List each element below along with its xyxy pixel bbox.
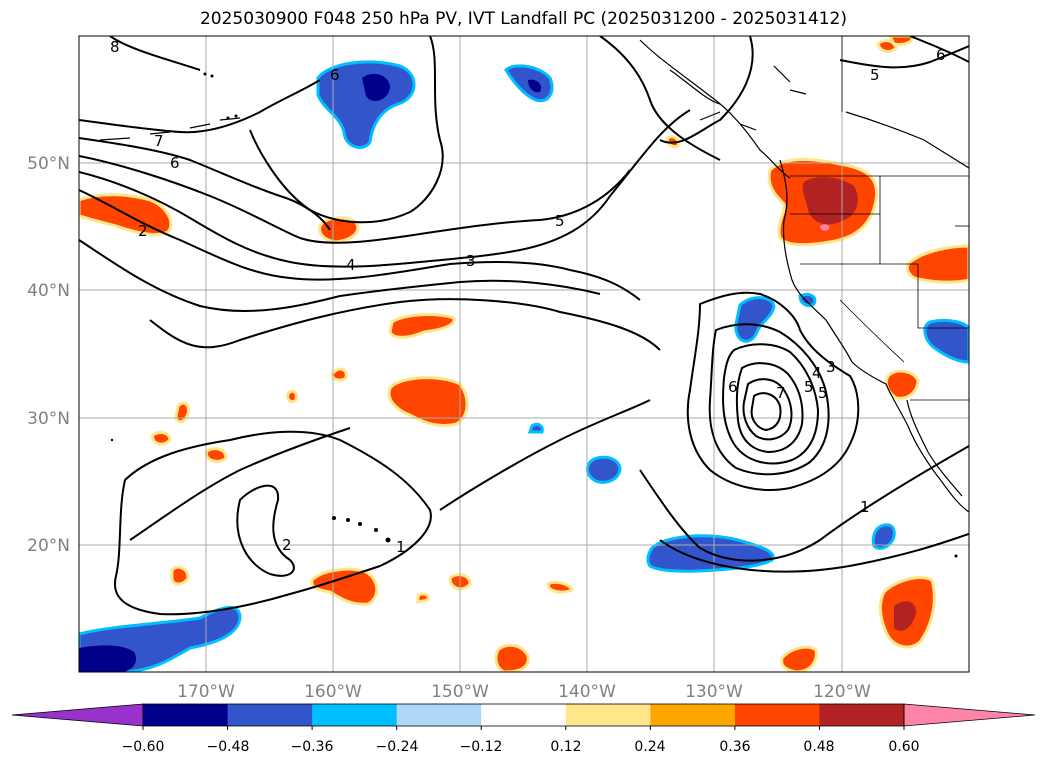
positive-anomaly-region <box>546 580 574 594</box>
contour-label: 1 <box>396 538 406 556</box>
colorbar-tick-label: 0.60 <box>888 739 919 755</box>
lon-label-130w: 130°W <box>685 682 743 702</box>
positive-anomaly-region <box>318 216 360 244</box>
colorbar-outline <box>142 703 905 727</box>
map-frame <box>78 35 970 673</box>
positive-anomaly-peak <box>820 224 830 231</box>
negative-anomaly-core <box>79 645 137 672</box>
lat-label-50n: 50°N <box>27 154 70 174</box>
negative-anomaly-region <box>585 455 622 484</box>
colorbar-segment <box>396 704 482 726</box>
colorbar-tick-label: −0.48 <box>207 739 250 755</box>
map-background <box>79 36 969 672</box>
colorbar-tick-label: 0.36 <box>719 739 750 755</box>
colorbar-extend-max <box>903 703 1036 727</box>
coastlines <box>99 39 969 513</box>
positive-anomaly-region <box>780 645 818 672</box>
map-title: 2025030900 F048 250 hPa PV, IVT Landfall… <box>199 9 847 29</box>
colorbar-tick-label: −0.60 <box>122 739 165 755</box>
contour-labels: 8 7 6 5 4 3 2 1 6 5 4 3 2 1 5 6 6 7 5 <box>110 38 946 556</box>
colorbar-tick-labels: −0.60 −0.48 −0.36 −0.24 −0.12 0.12 0.24 … <box>122 739 920 755</box>
positive-anomaly-core <box>894 601 916 631</box>
contour-label: 7 <box>154 132 164 150</box>
positive-anomaly-region <box>170 565 190 586</box>
colorbar-tick-label: −0.24 <box>376 739 419 755</box>
colorbar-tick-label: 0.12 <box>550 739 581 755</box>
colorbar-tick-label: 0.24 <box>634 739 665 755</box>
contour-label: 2 <box>282 536 292 554</box>
colorbar-tick-label: −0.12 <box>460 739 503 755</box>
colorbar-segment <box>312 704 398 726</box>
colorbar-segment <box>227 704 313 726</box>
positive-anomaly-region <box>416 592 430 604</box>
positive-anomaly-region <box>905 244 969 284</box>
negative-anomaly-region <box>316 60 416 149</box>
contour-label: 4 <box>346 256 356 274</box>
contour-label: 6 <box>936 46 946 64</box>
lat-label-20n: 20°N <box>27 536 70 556</box>
negative-anomaly-region <box>798 292 817 308</box>
contour-label: 7 <box>776 384 786 402</box>
islands <box>110 72 958 558</box>
lat-label-30n: 30°N <box>27 409 70 429</box>
colorbar-extend-min <box>11 703 144 727</box>
colorbar-segment <box>143 704 229 726</box>
positive-anomaly-region <box>330 367 348 382</box>
contour-label: 6 <box>728 378 738 396</box>
lon-label-160w: 160°W <box>304 682 362 702</box>
pv-contours <box>79 36 969 616</box>
lat-label-40n: 40°N <box>27 281 70 301</box>
colorbar-segment <box>734 704 820 726</box>
political-borders <box>790 36 969 401</box>
positive-anomaly-region <box>888 36 914 46</box>
contour-label: 3 <box>826 358 836 376</box>
lon-label-120w: 120°W <box>813 682 871 702</box>
lon-label-140w: 140°W <box>558 682 616 702</box>
positive-anomaly-region <box>388 313 456 339</box>
longitude-labels: 170°W 160°W 150°W 140°W 130°W 120°W <box>177 682 871 702</box>
colorbar <box>11 703 1036 730</box>
positive-anomaly-region <box>876 39 898 53</box>
positive-anomaly-region <box>494 643 530 672</box>
positive-anomaly-region <box>286 389 298 404</box>
negative-anomaly-region <box>923 318 969 364</box>
contour-label: 5 <box>870 66 880 84</box>
contour-label: 5 <box>555 212 565 230</box>
negative-anomaly-region <box>871 523 896 550</box>
contour-label: 1 <box>860 498 870 516</box>
positive-anomaly-region <box>174 401 190 424</box>
colorbar-segment <box>481 704 567 726</box>
colorbar-tick-label: 0.48 <box>803 739 834 755</box>
lon-label-170w: 170°W <box>177 682 235 702</box>
colorbar-segment <box>565 704 651 726</box>
contour-label: 2 <box>138 222 148 240</box>
contour-label: 3 <box>466 252 476 270</box>
positive-anomaly-core <box>802 177 858 225</box>
contour-label: 5 <box>804 378 814 396</box>
colorbar-tick-label: −0.36 <box>291 739 334 755</box>
contour-label: 8 <box>110 38 120 56</box>
negative-anomaly-core <box>528 79 542 93</box>
positive-anomaly-region <box>387 376 469 428</box>
contour-label: 6 <box>330 66 340 84</box>
negative-anomaly-region <box>734 296 776 343</box>
negative-anomaly-core <box>362 73 390 101</box>
contour-label: 4 <box>812 364 822 382</box>
positive-anomaly-region <box>150 431 172 446</box>
colorbar-segment <box>650 704 736 726</box>
colorbar-segment <box>819 704 905 726</box>
lon-label-150w: 150°W <box>431 682 489 702</box>
contour-label: 5 <box>818 384 828 402</box>
negative-anomaly-region <box>527 422 544 434</box>
gridlines <box>79 36 969 672</box>
positive-anomaly-region <box>310 567 379 606</box>
latitude-labels: 50°N 40°N 30°N 20°N <box>27 154 70 556</box>
positive-anomaly-region <box>204 447 228 463</box>
contour-label: 6 <box>170 154 180 172</box>
map-area: 8 7 6 5 4 3 2 1 6 5 4 3 2 1 5 6 6 7 5 <box>79 36 969 672</box>
